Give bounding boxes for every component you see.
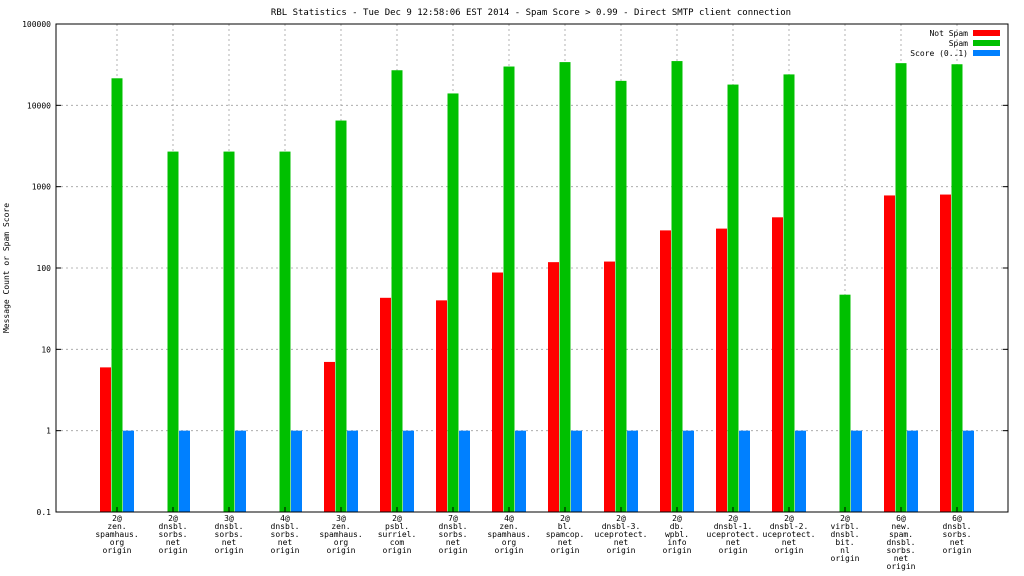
x-category-label: 2@ virbl. dnsbl. bit. nl origin bbox=[831, 514, 860, 563]
legend-swatch bbox=[973, 30, 1000, 36]
bar-score-0-1 bbox=[291, 430, 302, 512]
y-tick-label: 1 bbox=[46, 427, 51, 436]
y-axis-ticks: 0.1 1 10 100 1000 10000 100000 bbox=[22, 20, 1008, 517]
legend-label: Spam bbox=[949, 39, 968, 48]
bar-spam bbox=[839, 294, 851, 512]
x-category-label: 2@ dnsbl. sorbs. net origin bbox=[159, 514, 188, 555]
bar-score-0-1 bbox=[347, 430, 358, 512]
bar-score-0-1 bbox=[851, 430, 862, 512]
y-axis-label: Message Count or Spam Score bbox=[2, 203, 11, 333]
bar-not-spam bbox=[548, 262, 559, 512]
bar-spam bbox=[391, 70, 403, 512]
bar-spam bbox=[447, 93, 459, 513]
bar-score-0-1 bbox=[459, 430, 470, 512]
x-category-label: 2@ dnsbl-3. uceprotect. net origin bbox=[595, 514, 648, 555]
bar-spam bbox=[783, 74, 795, 512]
x-category-label: 4@ dnsbl. sorbs. net origin bbox=[271, 514, 300, 555]
bar-not-spam bbox=[940, 194, 951, 512]
bar-score-0-1 bbox=[235, 430, 246, 512]
bar-not-spam bbox=[100, 367, 111, 512]
legend-label: Score (0..1) bbox=[910, 49, 968, 58]
bar-not-spam bbox=[772, 217, 783, 512]
x-category-label: 2@ psbl. surriel. com origin bbox=[378, 514, 417, 555]
bar-spam bbox=[335, 120, 347, 512]
x-category-label: 2@ dnsbl-2. uceprotect. net origin bbox=[763, 514, 816, 555]
x-category-label: 6@ dnsbl. sorbs. net origin bbox=[943, 514, 972, 555]
bar-not-spam bbox=[436, 300, 447, 512]
bar-score-0-1 bbox=[403, 430, 414, 512]
bar-spam bbox=[167, 151, 179, 513]
bar-spam bbox=[671, 61, 683, 513]
x-category-label: 4@ zen. spamhaus. org origin bbox=[487, 514, 530, 555]
bar-not-spam bbox=[380, 297, 391, 512]
bar-spam bbox=[895, 63, 907, 513]
bar-not-spam bbox=[660, 230, 671, 512]
legend-swatch bbox=[973, 40, 1000, 46]
bar-score-0-1 bbox=[571, 430, 582, 512]
x-category-label: 2@ bl. spamcop. net origin bbox=[546, 514, 585, 555]
bar-score-0-1 bbox=[627, 430, 638, 512]
y-tick-label: 1000 bbox=[32, 183, 51, 192]
legend-swatch bbox=[973, 50, 1000, 56]
y-tick-label: 10 bbox=[41, 345, 51, 354]
bar-not-spam bbox=[884, 195, 895, 512]
bar-spam bbox=[223, 151, 235, 513]
bar-spam bbox=[279, 151, 291, 513]
x-category-label: 7@ dnsbl. sorbs. net origin bbox=[439, 514, 468, 555]
bar-not-spam bbox=[604, 261, 615, 512]
y-tick-label: 10000 bbox=[27, 101, 51, 110]
grid bbox=[56, 24, 1008, 512]
bar-score-0-1 bbox=[515, 430, 526, 512]
chart-title: RBL Statistics - Tue Dec 9 12:58:06 EST … bbox=[271, 8, 791, 18]
bar-spam bbox=[951, 64, 963, 512]
bar-spam bbox=[727, 84, 739, 512]
y-tick-label: 100 bbox=[37, 264, 52, 273]
x-category-label: 3@ dnsbl. sorbs. net origin bbox=[215, 514, 244, 555]
x-category-label: 3@ zen. spamhaus. org origin bbox=[319, 514, 362, 555]
bar-score-0-1 bbox=[963, 430, 974, 512]
x-category-label: 2@ db. wpbl. info origin bbox=[663, 514, 692, 555]
x-category-label: 2@ zen. spamhaus. org origin bbox=[95, 514, 138, 555]
bar-score-0-1 bbox=[795, 430, 806, 512]
bar-score-0-1 bbox=[179, 430, 190, 512]
bar-not-spam bbox=[492, 272, 503, 512]
y-tick-label: 100000 bbox=[22, 20, 51, 29]
bar-not-spam bbox=[324, 361, 335, 512]
bar-spam bbox=[559, 62, 571, 512]
legend-label: Not Spam bbox=[929, 29, 968, 38]
x-category-label: 2@ dnsbl-1. uceprotect. net origin bbox=[707, 514, 760, 555]
bars bbox=[100, 61, 974, 513]
bar-not-spam bbox=[716, 228, 727, 512]
bar-spam bbox=[111, 78, 123, 512]
bar-score-0-1 bbox=[123, 430, 134, 512]
x-category-label: 6@ new. spam. dnsbl. sorbs. net origin bbox=[887, 514, 916, 571]
y-tick-label: 0.1 bbox=[37, 508, 52, 517]
bar-score-0-1 bbox=[907, 430, 918, 512]
x-axis-categories: 2@ zen. spamhaus. org origin 2@ dnsbl. sorbs. ne… bbox=[95, 514, 971, 571]
bar-spam bbox=[503, 66, 515, 513]
bar-spam bbox=[615, 80, 627, 513]
bar-score-0-1 bbox=[739, 430, 750, 512]
bar-score-0-1 bbox=[683, 430, 694, 512]
